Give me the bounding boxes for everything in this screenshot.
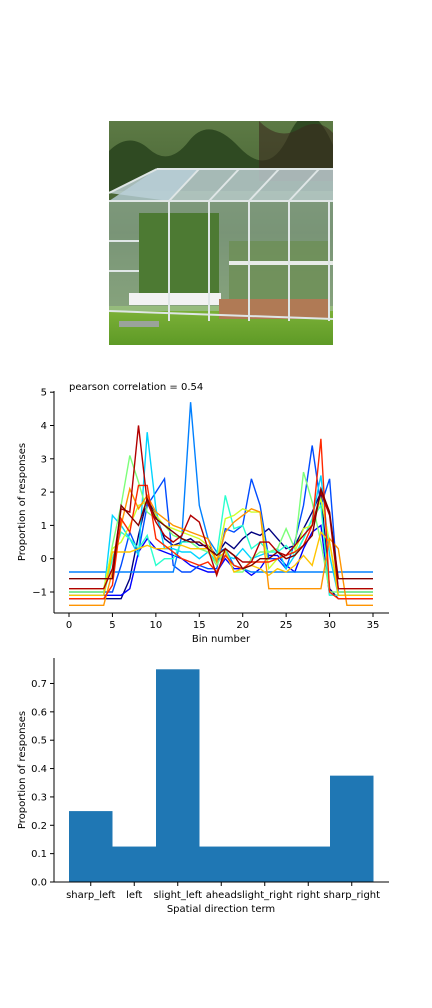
x-tick-label: 5 — [109, 620, 115, 631]
bar-sharp_left — [69, 811, 113, 882]
x-tick-label: 10 — [149, 620, 162, 631]
x-tick-label: left — [126, 890, 142, 901]
x-axis-ticks: 0 5 10 15 20 25 30 35 — [66, 613, 380, 631]
line-series-5 — [69, 432, 373, 596]
chart-title: pearson correlation = 0.54 — [69, 382, 203, 393]
y-axis-ticks: −1 0 1 2 3 4 5 — [32, 388, 54, 599]
y-tick-label: 0.5 — [31, 736, 47, 747]
bar-group — [69, 669, 374, 882]
y-tick-label: 0.7 — [31, 679, 47, 690]
y-tick-label: 0.6 — [31, 707, 47, 718]
y-axis-label: Proportion of responses — [17, 443, 28, 561]
x-tick-label: 35 — [367, 620, 380, 631]
x-tick-label: 15 — [193, 620, 206, 631]
line-series-8 — [69, 496, 373, 590]
y-tick-label: 4 — [41, 421, 47, 432]
bar-sharp_right — [330, 775, 374, 882]
y-tick-label: −1 — [32, 588, 47, 599]
bar-right — [286, 846, 330, 882]
bar-slight_right — [243, 846, 287, 882]
category-ticks: sharp_left left slight_left ahead slight_rig… — [66, 882, 380, 901]
y-axis-label: Proportion of responses — [17, 711, 28, 829]
x-axis-label: Bin number — [192, 634, 251, 645]
y-tick-label: 0.0 — [31, 878, 47, 889]
line-chart: pearson correlation = 0.54 0 5 10 15 20 25 30 3… — [17, 382, 389, 645]
y-tick-label: 0.4 — [31, 764, 47, 775]
x-tick-label: 25 — [280, 620, 293, 631]
y-tick-label: 5 — [41, 388, 47, 399]
y-tick-label: 0.1 — [31, 849, 47, 860]
y-tick-label: 0 — [41, 554, 47, 565]
bar-ahead — [199, 846, 243, 882]
bar-slight_left — [156, 669, 200, 882]
y-tick-label: 3 — [41, 454, 47, 465]
x-axis-label: Spatial direction term — [167, 904, 275, 915]
line-chart-axes — [53, 391, 389, 614]
greenhouse-photo — [109, 121, 333, 345]
line-series-2 — [69, 524, 373, 596]
x-tick-label: 20 — [236, 620, 249, 631]
x-tick-label: ahead — [206, 890, 237, 901]
line-series-13 — [69, 486, 373, 580]
x-tick-label: slight_right — [237, 890, 293, 901]
y-tick-label: 0.3 — [31, 792, 47, 803]
x-tick-label: 30 — [323, 620, 336, 631]
y-tick-label: 0.2 — [31, 821, 47, 832]
bar-chart: sharp_left left slight_left ahead slight_rig… — [17, 658, 389, 915]
x-tick-label: sharp_right — [323, 890, 380, 901]
x-tick-label: sharp_left — [66, 890, 115, 901]
y-tick-label: 1 — [41, 521, 47, 532]
x-tick-label: right — [297, 890, 321, 901]
x-tick-label: 0 — [66, 620, 72, 631]
y-tick-label: 2 — [41, 488, 47, 499]
x-tick-label: slight_left — [153, 890, 202, 901]
bar-left — [112, 846, 156, 882]
y-axis-ticks: 0.0 0.1 0.2 0.3 0.4 0.5 0.6 0.7 — [31, 679, 54, 889]
line-series-4 — [69, 402, 373, 573]
line-series-9 — [69, 530, 373, 596]
line-series-group — [69, 402, 373, 606]
